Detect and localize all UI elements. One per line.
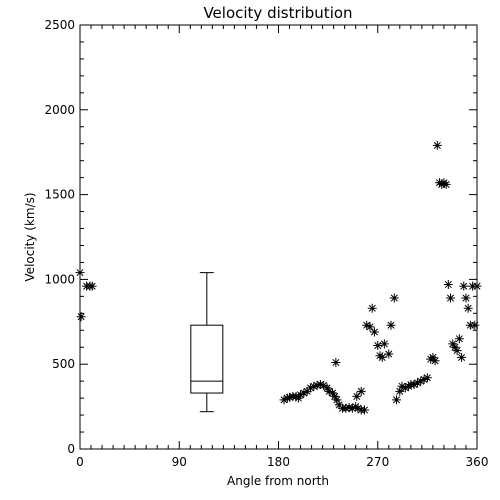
data-point <box>459 281 469 291</box>
x-tick-label: 90 <box>172 455 187 469</box>
data-point <box>419 374 429 384</box>
data-point <box>448 339 458 349</box>
x-tick-label: 180 <box>267 455 290 469</box>
data-point <box>461 293 471 303</box>
data-point <box>416 376 426 386</box>
y-tick-label: 2000 <box>44 103 75 117</box>
axis-ticks <box>79 24 478 450</box>
data-point <box>293 393 303 403</box>
data-point <box>332 395 342 405</box>
data-point <box>324 386 334 396</box>
y-tick-label: 1000 <box>44 272 75 286</box>
data-point <box>386 320 396 330</box>
data-point <box>353 403 363 413</box>
y-tick-label: 2500 <box>44 18 75 32</box>
data-point <box>389 293 399 303</box>
data-point <box>87 281 97 291</box>
data-point <box>430 356 440 366</box>
data-point <box>76 312 86 322</box>
data-point <box>352 391 362 401</box>
data-point <box>432 140 442 150</box>
data-point <box>457 352 467 362</box>
data-point <box>279 395 289 405</box>
data-point <box>454 334 464 344</box>
y-tick-label: 1500 <box>44 188 75 202</box>
data-point <box>330 391 340 401</box>
data-point <box>356 386 366 396</box>
x-tick-label: 270 <box>366 455 389 469</box>
y-tick-label: 0 <box>67 442 75 456</box>
data-point <box>391 395 401 405</box>
data-point <box>331 358 341 368</box>
data-point <box>365 322 375 332</box>
data-point <box>341 403 351 413</box>
data-point <box>362 320 372 330</box>
y-tick-label: 500 <box>52 357 75 371</box>
box-iqr <box>190 324 224 394</box>
data-point <box>397 381 407 391</box>
x-axis-label: Angle from north <box>227 474 329 488</box>
x-tick-label: 360 <box>466 455 489 469</box>
data-point <box>285 392 295 402</box>
data-point <box>302 386 312 396</box>
data-point <box>384 349 394 359</box>
data-point <box>367 303 377 313</box>
y-axis-label: Velocity (km/s) <box>23 192 37 281</box>
data-point <box>299 388 309 398</box>
x-tick-label: 0 <box>76 455 84 469</box>
data-point <box>360 405 370 415</box>
data-point <box>470 320 480 330</box>
data-point <box>379 339 389 349</box>
data-point <box>334 400 344 410</box>
data-point <box>400 383 410 393</box>
data-point <box>75 268 85 278</box>
data-point <box>422 373 432 383</box>
data-point <box>472 281 482 291</box>
data-point <box>312 380 322 390</box>
data-point <box>296 390 306 400</box>
data-point <box>463 303 473 313</box>
tick-labels: 0 500 1000 1500 2000 2500 0 90 180 270 360 <box>44 18 488 469</box>
data-point <box>446 293 456 303</box>
data-point <box>315 380 325 390</box>
data-point <box>305 383 315 393</box>
data-point <box>443 279 453 289</box>
data-point <box>441 179 451 189</box>
chart-title: Velocity distribution <box>203 4 352 22</box>
data-point <box>282 393 292 403</box>
data-point <box>369 327 379 337</box>
data-point <box>412 378 422 388</box>
data-point <box>452 346 462 356</box>
data-point <box>373 341 383 351</box>
boxplot <box>190 272 224 413</box>
data-point <box>450 342 460 352</box>
data-point <box>319 380 329 390</box>
data-point <box>322 383 332 393</box>
data-point <box>377 352 387 362</box>
data-point <box>309 381 319 391</box>
data-point <box>428 352 438 362</box>
data-point <box>347 403 357 413</box>
data-point <box>328 388 338 398</box>
data-point <box>409 380 419 390</box>
data-points <box>75 140 482 415</box>
data-point <box>395 386 405 396</box>
data-point <box>344 402 354 412</box>
